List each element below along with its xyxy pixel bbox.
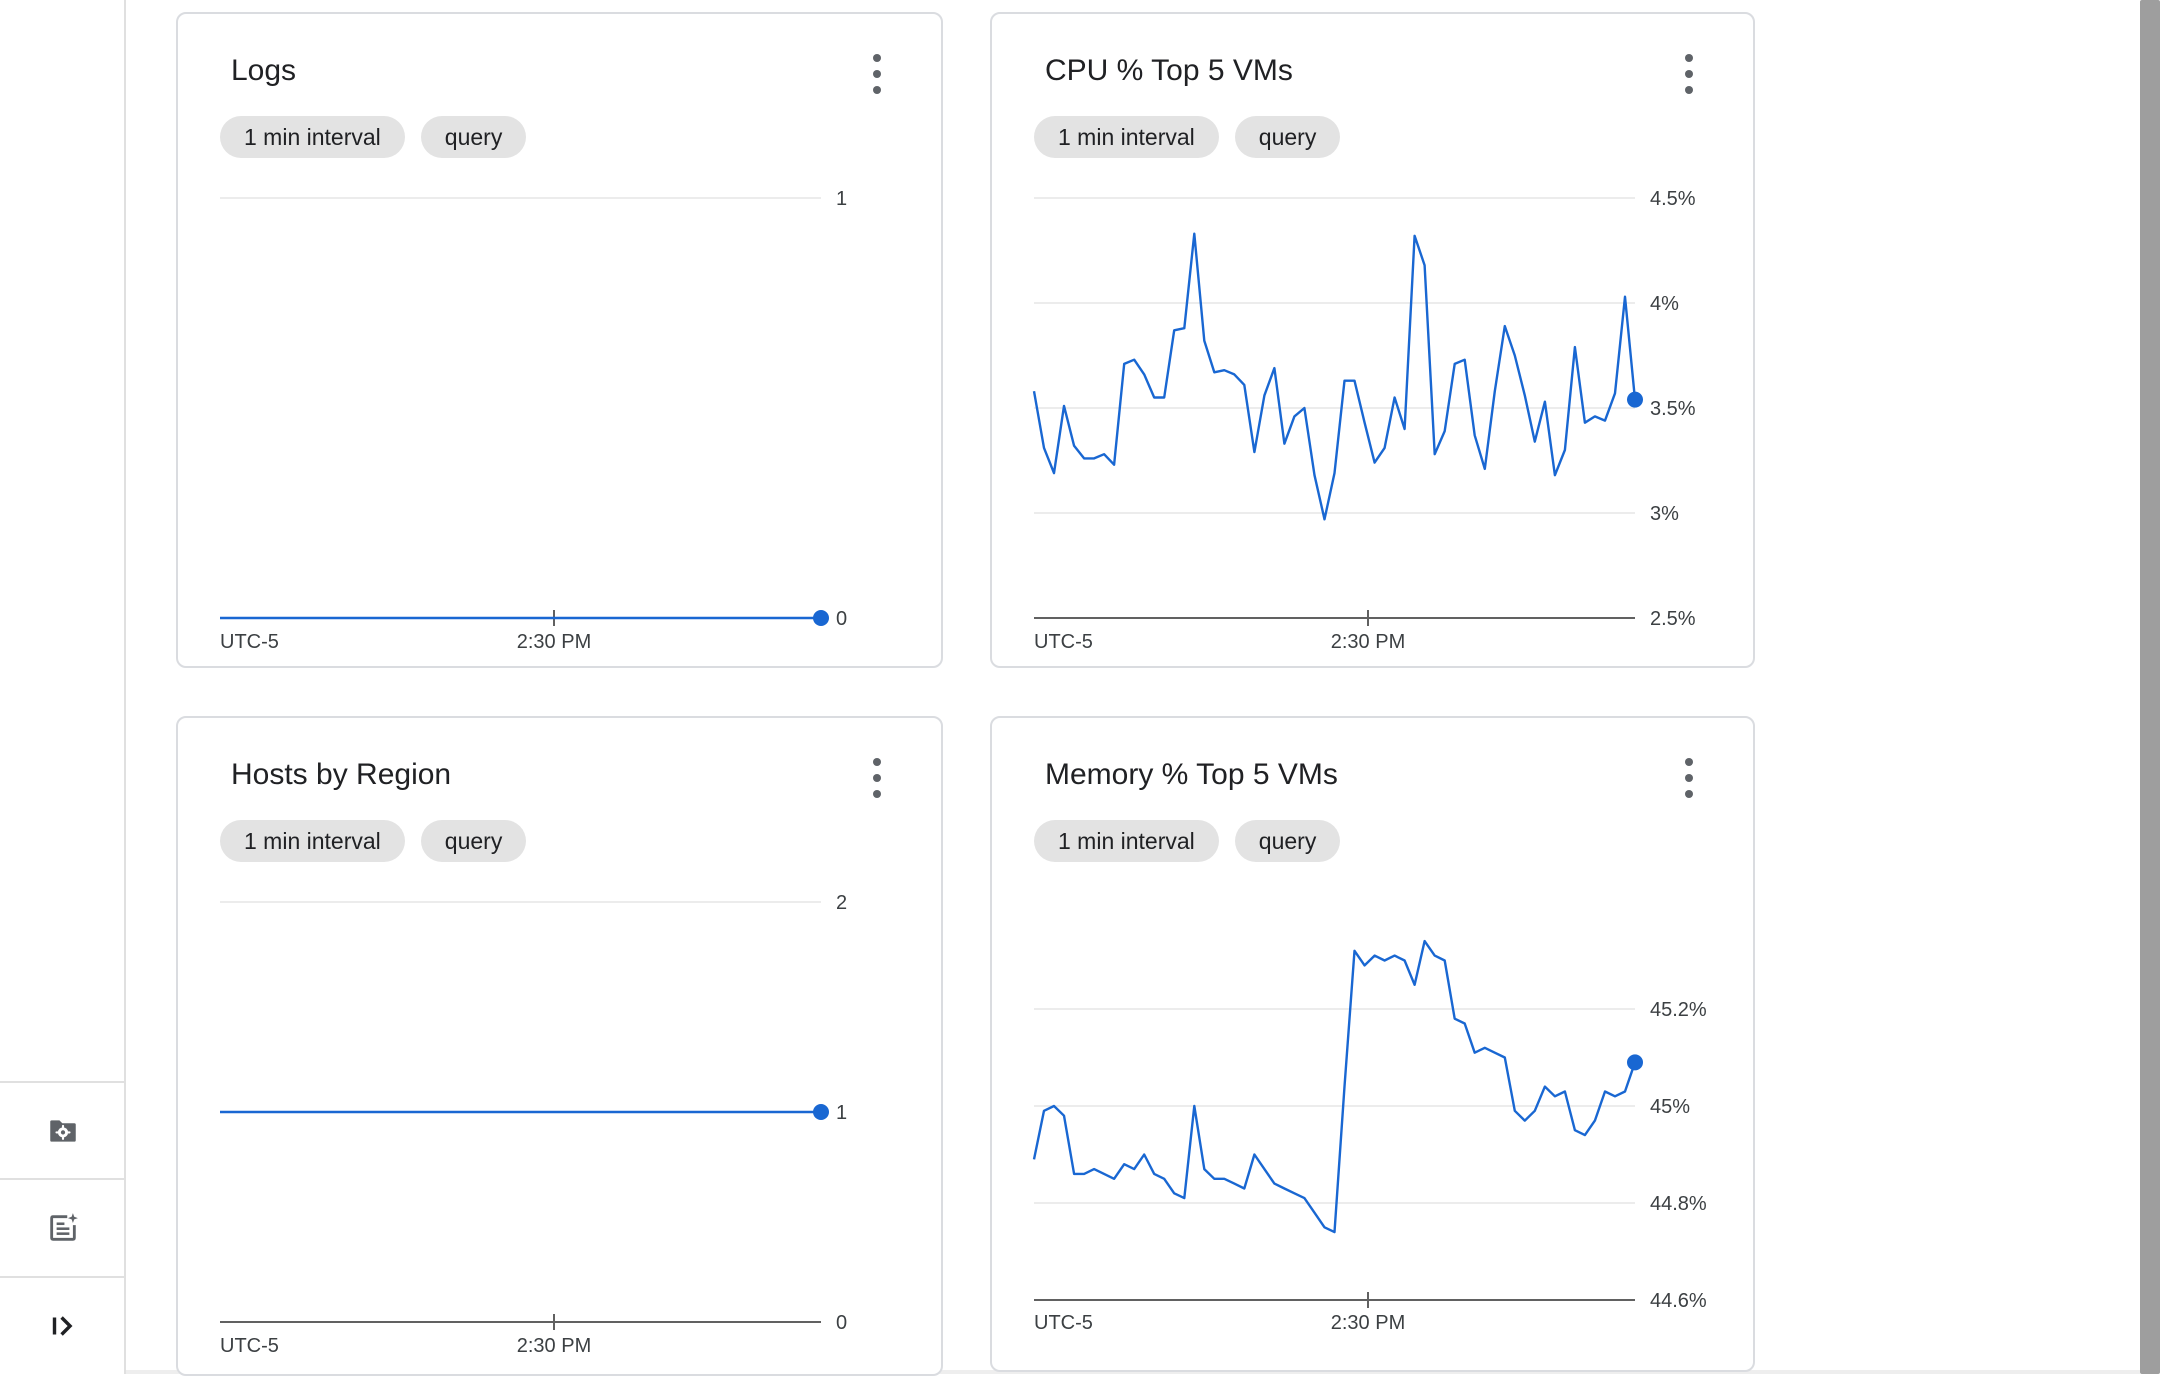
hosts-by-region-card: Hosts by Region 1 min interval query 2 1 0…	[176, 716, 943, 1376]
series-line	[1032, 232, 1637, 521]
query-chip[interactable]: query	[420, 820, 527, 862]
y-tick-label: 4.5%	[1650, 188, 1696, 210]
more-options-icon[interactable]	[1677, 758, 1701, 798]
scrollbar-thumb[interactable]	[2140, 0, 2160, 1374]
cpu-card: CPU % Top 5 VMs 1 min interval query 4.5…	[990, 12, 1755, 668]
y-tick-label: 3%	[1650, 503, 1679, 525]
x-tick-label: UTC-5	[220, 1335, 279, 1357]
query-chip[interactable]: query	[1234, 116, 1341, 158]
y-tick-label: 4%	[1650, 293, 1679, 315]
vertical-scrollbar[interactable]	[2140, 0, 2160, 1374]
interval-chip[interactable]: 1 min interval	[220, 116, 405, 158]
y-tick-label: 44.8%	[1650, 1193, 1707, 1215]
card-title: Memory % Top 5 VMs	[1045, 758, 1338, 791]
memory-card: Memory % Top 5 VMs 1 min interval query …	[990, 716, 1755, 1372]
y-tick-label: 0	[836, 1312, 847, 1334]
x-tick-label: UTC-5	[1034, 1312, 1093, 1334]
y-tick-label: 2	[836, 892, 847, 914]
latest-value-point[interactable]	[1627, 1054, 1643, 1071]
notes-sparkle-icon	[50, 1213, 78, 1241]
x-tick-label: 2:30 PM	[1331, 1312, 1405, 1334]
x-tick-label: UTC-5	[220, 631, 279, 653]
card-title: Hosts by Region	[231, 758, 452, 791]
card-title: Logs	[231, 54, 297, 87]
expand-panel-icon	[52, 1316, 73, 1336]
x-tick-label: 2:30 PM	[517, 631, 591, 653]
memory-line-chart: 45.2% 45% 44.8% 44.6% UTC-5 2:30 PM	[1032, 939, 1707, 1334]
expand-panel-button[interactable]	[0, 1276, 126, 1374]
y-tick-label: 44.6%	[1650, 1290, 1707, 1312]
chip-group: 1 min interval query	[220, 116, 527, 158]
y-tick-label: 1	[836, 1102, 847, 1124]
notes-sparkle-button[interactable]	[0, 1178, 126, 1276]
x-tick-label: 2:30 PM	[517, 1335, 591, 1357]
chip-group: 1 min interval query	[1034, 116, 1341, 158]
query-chip[interactable]: query	[1234, 820, 1341, 862]
more-options-icon[interactable]	[865, 758, 889, 798]
y-tick-label: 45%	[1650, 1096, 1690, 1118]
latest-value-point[interactable]	[813, 610, 829, 626]
y-tick-label: 0	[836, 608, 847, 630]
bottom-divider	[126, 1370, 2140, 1374]
latest-value-point[interactable]	[813, 1104, 829, 1120]
y-tick-label: 3.5%	[1650, 398, 1696, 420]
interval-chip[interactable]: 1 min interval	[220, 820, 405, 862]
series-line	[1032, 939, 1637, 1234]
y-tick-label: 2.5%	[1650, 608, 1696, 630]
interval-chip[interactable]: 1 min interval	[1034, 820, 1219, 862]
card-title: CPU % Top 5 VMs	[1045, 54, 1293, 87]
latest-value-point[interactable]	[1627, 391, 1643, 408]
more-options-icon[interactable]	[865, 54, 889, 94]
x-tick-label: UTC-5	[1034, 631, 1093, 653]
left-rail	[0, 0, 126, 1374]
folder-settings-icon	[50, 1120, 76, 1142]
logs-line-chart: 1 0 UTC-5 2:30 PM	[220, 188, 847, 653]
y-tick-label: 45.2%	[1650, 999, 1707, 1021]
hosts-line-chart: 2 1 0 UTC-5 2:30 PM	[220, 892, 847, 1357]
logs-card: Logs 1 min interval query 1 0 UTC-5 2:30 PM	[176, 12, 943, 668]
interval-chip[interactable]: 1 min interval	[1034, 116, 1219, 158]
folder-settings-button[interactable]	[0, 1081, 126, 1179]
query-chip[interactable]: query	[420, 116, 527, 158]
chip-group: 1 min interval query	[1034, 820, 1341, 862]
y-tick-label: 1	[836, 188, 847, 210]
cpu-line-chart: 4.5% 4% 3.5% 3% 2.5% UTC-5 2:30 PM	[1032, 188, 1696, 653]
chip-group: 1 min interval query	[220, 820, 527, 862]
x-tick-label: 2:30 PM	[1331, 631, 1405, 653]
more-options-icon[interactable]	[1677, 54, 1701, 94]
